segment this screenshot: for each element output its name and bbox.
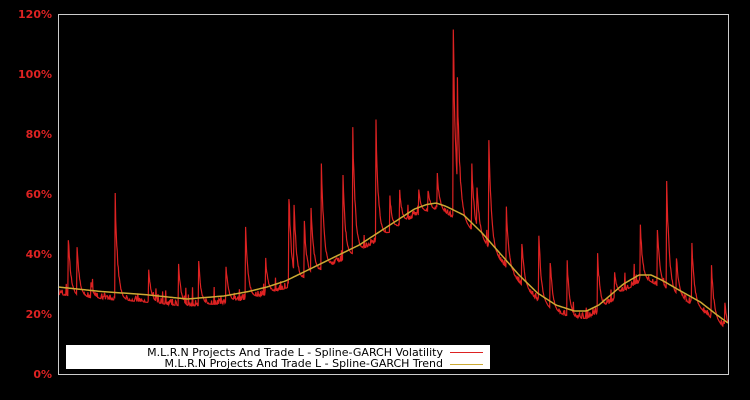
legend-box	[66, 345, 490, 369]
plot-area	[57, 29, 729, 328]
legend-label-trend: M.L.R.N Projects And Trade L - Spline-GA…	[164, 357, 443, 370]
plot-frame	[58, 14, 729, 375]
y-tick-0: 0%	[33, 368, 52, 381]
y-axis-tick-labels: 0% 20% 40% 60% 80% 100% 120%	[18, 8, 52, 381]
legend: M.L.R.N Projects And Trade L - Spline-GA…	[66, 345, 490, 370]
y-tick-120: 120%	[18, 8, 52, 21]
volatility-line	[57, 29, 729, 328]
y-tick-60: 60%	[26, 188, 52, 201]
legend-label-volatility: M.L.R.N Projects And Trade L - Spline-GA…	[147, 346, 443, 359]
y-tick-40: 40%	[26, 248, 52, 261]
y-tick-20: 20%	[26, 308, 52, 321]
y-tick-100: 100%	[18, 68, 52, 81]
trend-line	[57, 202, 729, 324]
y-tick-80: 80%	[26, 128, 52, 141]
